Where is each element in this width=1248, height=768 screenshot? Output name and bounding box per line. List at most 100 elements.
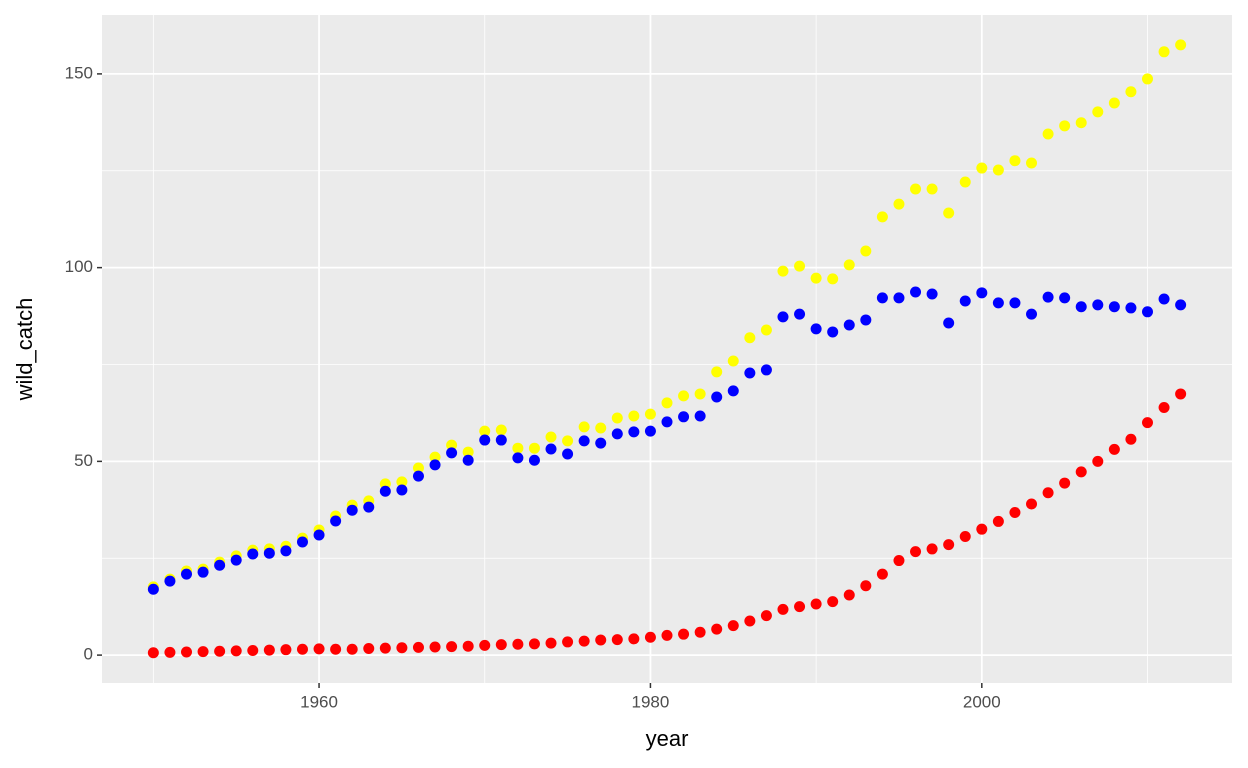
point — [744, 367, 756, 379]
point — [462, 454, 474, 466]
point — [611, 428, 623, 440]
point — [860, 314, 872, 326]
point — [247, 644, 259, 656]
point — [843, 319, 855, 331]
point — [164, 575, 176, 587]
point — [247, 548, 259, 560]
point — [1141, 73, 1153, 85]
point — [595, 437, 607, 449]
point — [230, 645, 242, 657]
point — [512, 452, 524, 464]
point — [1158, 293, 1170, 305]
point — [595, 634, 607, 646]
point — [611, 634, 623, 646]
point — [860, 245, 872, 257]
panel — [102, 15, 1232, 683]
point — [661, 416, 673, 428]
point — [926, 183, 938, 195]
point — [528, 454, 540, 466]
point — [528, 638, 540, 650]
point — [263, 644, 275, 656]
point — [760, 610, 772, 622]
point — [711, 623, 723, 635]
x-axis-title: year — [646, 726, 689, 751]
point — [976, 523, 988, 535]
point — [843, 589, 855, 601]
point — [578, 435, 590, 447]
point — [661, 629, 673, 641]
point — [1042, 487, 1054, 499]
point — [827, 326, 839, 338]
point — [760, 364, 772, 376]
point — [794, 601, 806, 613]
point — [1158, 402, 1170, 414]
point — [230, 554, 242, 566]
point — [528, 442, 540, 454]
point — [810, 598, 822, 610]
point — [943, 317, 955, 329]
point — [893, 555, 905, 567]
point — [396, 476, 408, 488]
point — [992, 515, 1004, 527]
point — [429, 641, 441, 653]
point — [595, 422, 607, 434]
point — [562, 435, 574, 447]
point — [860, 580, 872, 592]
point — [744, 615, 756, 627]
point — [412, 641, 424, 653]
x-tick-label: 2000 — [963, 692, 1001, 711]
point — [296, 643, 308, 655]
point — [1175, 299, 1187, 311]
point — [727, 620, 739, 632]
point — [777, 603, 789, 615]
point — [1042, 128, 1054, 140]
y-tick-label: 0 — [84, 645, 93, 664]
point — [545, 637, 557, 649]
point — [827, 273, 839, 285]
point — [462, 640, 474, 652]
point — [197, 646, 209, 658]
point — [711, 391, 723, 403]
point — [330, 643, 342, 655]
point — [379, 485, 391, 497]
point — [893, 198, 905, 210]
point — [644, 408, 656, 420]
point — [694, 388, 706, 400]
point — [661, 397, 673, 409]
point — [1141, 417, 1153, 429]
point — [1075, 117, 1087, 129]
point — [446, 447, 458, 459]
point — [910, 546, 922, 558]
y-axis-title: wild_catch — [12, 298, 37, 402]
point — [628, 426, 640, 438]
point — [280, 644, 292, 656]
point — [843, 259, 855, 271]
point — [1141, 306, 1153, 318]
point — [1092, 455, 1104, 467]
point — [1026, 157, 1038, 169]
point — [694, 626, 706, 638]
point — [678, 628, 690, 640]
point — [512, 638, 524, 650]
point — [1009, 507, 1021, 519]
point — [412, 470, 424, 482]
point — [1026, 498, 1038, 510]
point — [578, 421, 590, 433]
point — [363, 643, 375, 655]
point — [1059, 292, 1071, 304]
point — [1009, 155, 1021, 167]
point — [727, 355, 739, 367]
point — [794, 260, 806, 272]
point — [562, 448, 574, 460]
point — [1092, 106, 1104, 118]
point — [462, 446, 474, 458]
point — [479, 639, 491, 651]
point — [429, 459, 441, 471]
point — [744, 332, 756, 344]
point — [1108, 301, 1120, 313]
point — [959, 176, 971, 188]
point — [446, 641, 458, 653]
point — [926, 543, 938, 555]
point — [678, 411, 690, 423]
